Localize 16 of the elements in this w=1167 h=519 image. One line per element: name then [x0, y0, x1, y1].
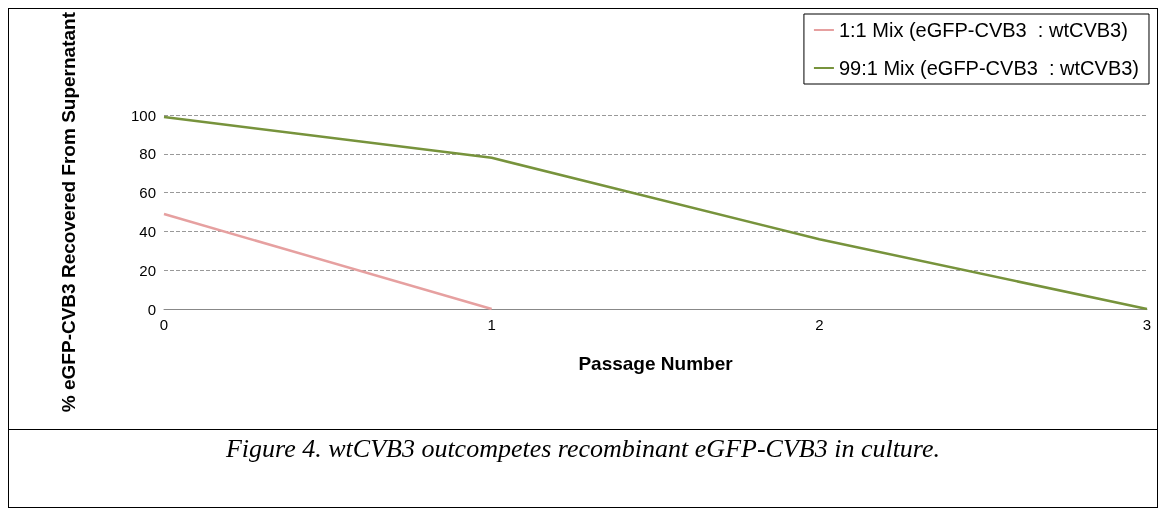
x-axis-title: Passage Number [578, 353, 734, 374]
caption: Figure 4. wtCVB3 outcompetes recombinant eGFP-CVB3 in culture. [224, 434, 942, 464]
y-axis-title: % eGFP-CVB3 Recovered From Supernatant [57, 11, 79, 413]
y-tick-label: 100 [130, 106, 156, 124]
y-tick-label: 80 [139, 145, 156, 163]
legend-label: 99:1 Mix (eGFP-CVB3 : wtCVB3) [838, 57, 1139, 79]
x-tick-label: 0 [159, 316, 169, 333]
x-tick-label: 3 [1142, 316, 1152, 333]
x-tick-label: 1 [487, 316, 496, 333]
y-tick-label: 0 [147, 300, 156, 318]
x-tick-label: 2 [815, 316, 824, 333]
legend-label: 1:1 Mix (eGFP-CVB3 : wtCVB3) [838, 19, 1128, 41]
y-tick-label: 40 [139, 222, 156, 240]
line-series [162, 115, 1149, 311]
y-tick-label: 20 [139, 261, 156, 279]
y-tick-label: 60 [139, 184, 156, 202]
